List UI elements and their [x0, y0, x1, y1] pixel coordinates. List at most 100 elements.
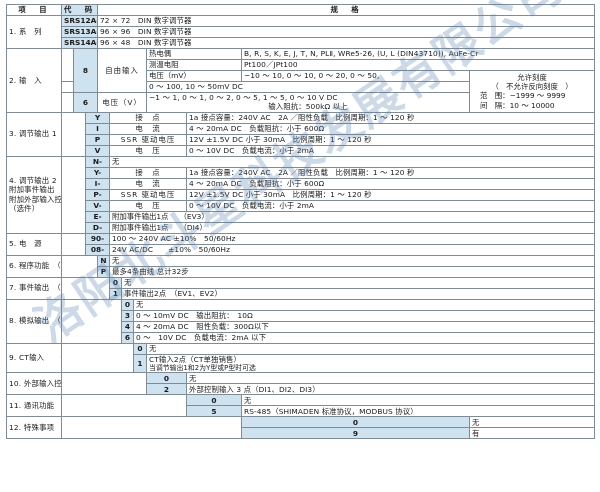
gutter-di: [61, 372, 147, 396]
code-input-voltage[interactable]: 6: [73, 92, 98, 113]
item-label-program: 6. 程序功能 （选件）: [6, 254, 62, 278]
kind-out1-0: 接 点: [109, 111, 187, 124]
code-series-0[interactable]: SRS12A-: [61, 15, 98, 27]
code-input-free[interactable]: 8: [73, 48, 98, 93]
code-out1-1[interactable]: I: [85, 122, 110, 135]
kind-out2-5: 附加事件输出1点 （EV3）: [108, 210, 596, 223]
spec-di-0: 无: [185, 372, 596, 385]
code-special-0[interactable]: 0: [241, 416, 470, 429]
spec-special-1: 有: [468, 427, 596, 440]
row-special-2: 9 有: [7, 427, 596, 440]
spec-analog-2: 4 ～ 20mA DC 阻性负载：300Ω以下: [132, 320, 596, 333]
item-label-di: 10. 外部输入控制信号 (DI)（选件）: [6, 372, 62, 396]
header-spec: 规 格: [96, 4, 596, 16]
gutter-input-2: [61, 81, 74, 93]
gutter-special: [61, 416, 242, 440]
code-eventout-0[interactable]: 0: [109, 276, 122, 289]
label-input-mv: 电压（mV）: [146, 70, 242, 82]
spec-comm-0: 无: [240, 394, 596, 407]
spec-ct-1-l1: CT输入2点（CT单独销售）: [149, 354, 241, 364]
label-input-thermocouple: 热电偶: [146, 48, 242, 60]
code-series-2[interactable]: SRS14A-: [61, 37, 98, 49]
table-header-row: 项 目 代 码 规 格: [6, 4, 596, 16]
header-item: 项 目: [6, 4, 62, 16]
code-di-1[interactable]: 2: [146, 383, 187, 396]
row-out2-6: E- 附加事件输出1点 （EV3）: [7, 210, 596, 223]
code-analog-1[interactable]: 3: [121, 309, 134, 322]
spec-input-voltage-l2: 输入阻抗：500kΩ 以上: [268, 102, 348, 112]
spec-out1-0: 1a 接点容量：240V AC 2A ／阻性负载 比例周期：1 ～ 120 秒: [185, 111, 596, 124]
spec-ct-1: CT输入2点（CT单独销售） 当调节输出1和2为Y型或P型时可选: [145, 353, 596, 374]
row-ct-1: 9. CT输入 （选件） 0 无: [6, 342, 596, 374]
code-power-1[interactable]: 08-: [85, 243, 110, 256]
spec-analog-3: 0 ～ 10V DC 负载电流：2mA 以下: [132, 331, 596, 344]
code-program-0[interactable]: N: [97, 254, 110, 267]
row-out1-4: V 电 压 0 ～ 10V DC 负载电流：小于 2mA: [7, 144, 596, 157]
item-label-out2-l4: （选件）: [9, 203, 40, 213]
spec-special-0: 无: [468, 416, 596, 429]
spec-input-thermocouple: B, R, S, K, E, J, T, N, PLⅡ, WRe5-26, (U…: [240, 48, 596, 60]
row-out2-7: D- 附加事件输出1点 （DI4）: [7, 221, 596, 234]
spec-out2-4: 0 ～ 10V DC 负载电流：小于 2mA: [185, 199, 596, 212]
item-label-analog: 8. 模拟输出 （选件）: [6, 298, 62, 344]
code-analog-2[interactable]: 4: [121, 320, 134, 333]
row-input-4: 0 ～ 100, 10 ～ 50mV DC: [7, 81, 595, 93]
spec-series-0: 72 × 72 DIN 数字调节器: [96, 15, 596, 27]
item-label-power: 5. 电 源: [6, 232, 62, 256]
spec-power-0: 100 ～ 240V AC ±10% 50/60Hz: [108, 232, 596, 245]
gutter-eventout: [61, 276, 110, 300]
code-out2-6[interactable]: D-: [85, 221, 110, 234]
item-label-series: 1. 系 列: [6, 15, 62, 49]
code-special-1[interactable]: 9: [241, 427, 470, 440]
spec-ct-0: 无: [145, 342, 596, 355]
code-out2-5[interactable]: E-: [85, 210, 110, 223]
row-series-1: 1. 系 列 SRS12A- 72 × 72 DIN 数字调节器: [6, 15, 596, 49]
kind-out2-2: 电 流: [109, 177, 187, 190]
item-label-special: 12. 特殊事项: [6, 416, 62, 440]
row-out2-1: 4. 调节输出 2 附加事件输出 附加外部输入控制信号（DI） （选件） N- …: [6, 155, 596, 234]
kind-out1-1: 电 流: [109, 122, 187, 135]
code-power-0[interactable]: 90-: [85, 232, 110, 245]
gutter-out2: [61, 155, 86, 234]
gutter-analog: [61, 298, 122, 344]
spec-eventout-1: 事件输出2点 （EV1、EV2）: [120, 287, 596, 300]
header-code: 代 码: [61, 4, 98, 16]
code-out2-4[interactable]: V-: [85, 199, 110, 212]
row-out2-4: P- SSR 驱动电压 12V ±1.5V DC 小于 30mA 比例周期：1 …: [7, 188, 596, 201]
code-out2-2[interactable]: I-: [85, 177, 110, 190]
specification-table: 项 目 代 码 规 格 1. 系 列 SRS12A- 72 × 72 DIN 数…: [6, 4, 596, 440]
code-ct-1[interactable]: 1: [133, 353, 147, 374]
spec-program-1: 最多4条曲线 总计32步: [108, 265, 596, 278]
kind-out2-3: SSR 驱动电压: [109, 188, 187, 201]
spec-comm-1: RS-485（SHIMADEN 标准协议，MODBUS 协议）: [240, 405, 596, 418]
code-analog-3[interactable]: 6: [121, 331, 134, 344]
code-series-1[interactable]: SRS13A-: [61, 26, 98, 38]
row-input-5: 6 电压（V） −1 ～ 1, 0 ～ 1, 0 ～ 2, 0 ～ 5, 1 ～…: [7, 92, 595, 113]
code-comm-0[interactable]: 0: [186, 394, 242, 407]
spec-input-mv-1: −10 ～ 10, 0 ～ 10, 0 ～ 20, 0 ～ 50,: [241, 70, 470, 82]
row-di-2: 2 外部控制输入 3 点（DI1、DI2、DI3）: [7, 383, 596, 396]
code-out2-0[interactable]: N-: [85, 155, 110, 168]
code-out1-0[interactable]: Y: [85, 111, 110, 124]
code-out1-2[interactable]: P: [85, 133, 110, 146]
gutter-program: [61, 254, 98, 278]
code-out1-3[interactable]: V: [85, 144, 110, 157]
code-eventout-1[interactable]: 1: [109, 287, 122, 300]
kind-out1-2: SSR 驱动电压: [109, 133, 187, 146]
spec-di-1: 外部控制输入 3 点（DI1、DI2、DI3）: [185, 383, 596, 396]
label-input-rtd: 测温电阻: [146, 59, 242, 71]
code-out2-1[interactable]: Y-: [85, 166, 110, 179]
code-di-0[interactable]: 0: [146, 372, 187, 385]
row-out2-5: V- 电 压 0 ～ 10V DC 负载电流：小于 2mA: [7, 199, 596, 212]
code-analog-0[interactable]: 0: [121, 298, 134, 311]
scale-note: （ 不允许反向刻度 ）: [491, 82, 573, 91]
spec-power-1: 24V AC/DC ±10% 50/60Hz: [108, 243, 596, 256]
gutter-input-3: [61, 92, 74, 113]
code-out2-3[interactable]: P-: [85, 188, 110, 201]
kind-out2-6: 附加事件输出1点 （DI4）: [108, 221, 596, 234]
code-comm-1[interactable]: 5: [186, 405, 242, 418]
code-program-1[interactable]: P: [97, 265, 110, 278]
gutter-power: [61, 232, 86, 256]
code-ct-0[interactable]: 0: [133, 342, 147, 355]
spec-analog-1: 0 ～ 10mV DC 输出阻抗： 10Ω: [132, 309, 596, 322]
